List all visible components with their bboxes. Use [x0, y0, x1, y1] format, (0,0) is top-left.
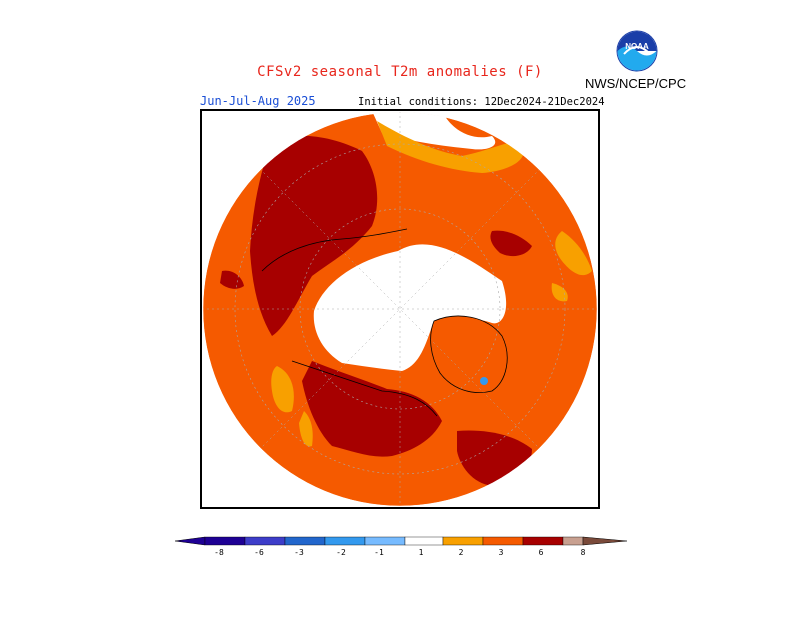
legend-label: -1	[374, 548, 384, 557]
legend-label: 1	[419, 548, 424, 557]
legend-label: 3	[499, 548, 504, 557]
legend-swatch	[324, 536, 366, 546]
legend-label: -3	[294, 548, 304, 557]
legend-label: -2	[336, 548, 346, 557]
anomaly-map-svg	[202, 111, 598, 507]
map-title: CFSv2 seasonal T2m anomalies (F)	[257, 64, 543, 80]
legend-label: 6	[539, 548, 544, 557]
legend-label: -8	[214, 548, 224, 557]
legend-swatch	[204, 536, 246, 546]
organization-label: NWS/NCEP/CPC	[585, 76, 687, 91]
legend-swatch	[562, 536, 584, 546]
svg-text:NOAA: NOAA	[625, 42, 649, 51]
initial-conditions: Initial conditions: 12Dec2024-21Dec2024	[358, 96, 605, 108]
legend-swatch	[482, 536, 524, 546]
legend-label: 8	[581, 548, 586, 557]
legend-swatch	[404, 536, 444, 546]
forecast-period: Jun-Jul-Aug 2025	[200, 94, 316, 108]
legend-label: 2	[459, 548, 464, 557]
polar-map	[200, 109, 600, 509]
legend-swatch	[442, 536, 484, 546]
legend-swatch	[284, 536, 326, 546]
legend-swatch	[522, 536, 564, 546]
legend-swatch	[244, 536, 286, 546]
color-legend: -8 -6 -3 -2 -1 1 2 3 6 8	[175, 536, 627, 557]
legend-swatch	[364, 536, 406, 546]
legend-cap-low	[175, 536, 206, 546]
noaa-logo: NOAA	[616, 30, 658, 72]
legend-cap-high	[582, 536, 627, 546]
legend-label: -6	[254, 548, 264, 557]
